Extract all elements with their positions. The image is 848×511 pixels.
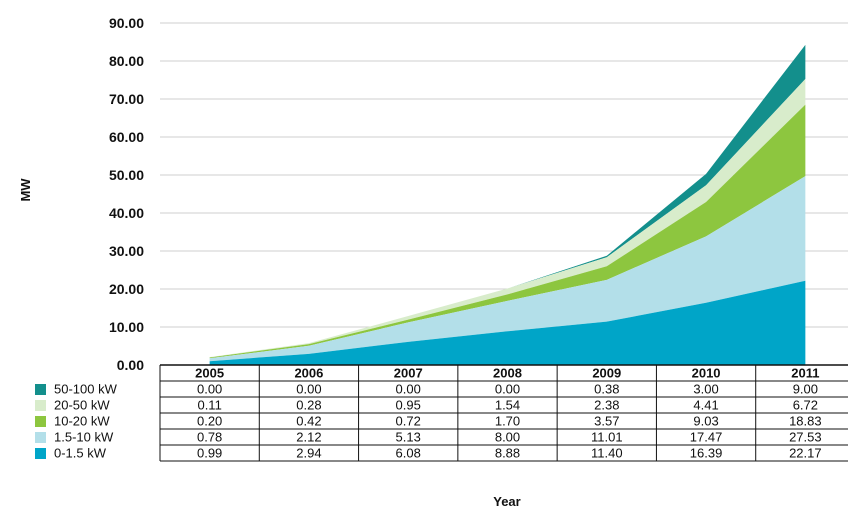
legend-label: 50-100 kW — [54, 382, 118, 397]
data-label: 0.00 — [197, 382, 222, 397]
area-series-10-20-kw — [209, 104, 806, 359]
data-label: 4.41 — [693, 398, 718, 413]
legend-swatch — [35, 384, 46, 395]
data-label: 8.88 — [495, 446, 520, 461]
legend-label: 0-1.5 kW — [54, 446, 107, 461]
y-axis-title: MW — [18, 178, 33, 202]
data-label: 18.83 — [789, 414, 822, 429]
y-tick-label: 10.00 — [109, 319, 144, 335]
data-label: 11.01 — [591, 430, 623, 445]
data-label: 0.78 — [197, 430, 222, 445]
data-label: 9.03 — [693, 414, 718, 429]
legend-label: 20-50 kW — [54, 398, 110, 413]
data-label: 0.00 — [495, 382, 520, 397]
data-table: 2005 2006 2007 2008 2009 2010 2011 50-100 kW 0.0… — [35, 364, 848, 462]
y-tick-label: 70.00 — [109, 91, 144, 107]
data-label: 0.42 — [296, 414, 321, 429]
data-label: 3.57 — [594, 414, 619, 429]
data-label: 6.72 — [793, 398, 818, 413]
legend-swatch — [35, 416, 46, 427]
area-series-1-5-10-kw — [209, 176, 806, 362]
y-tick-label: 80.00 — [109, 53, 144, 69]
data-label: 0.28 — [296, 398, 321, 413]
data-label: 2.38 — [594, 398, 619, 413]
data-label: 0.00 — [296, 382, 321, 397]
data-label: 1.70 — [495, 414, 520, 429]
y-tick-label: 90.00 — [109, 15, 144, 31]
data-label: 8.00 — [495, 430, 520, 445]
data-label: 0.99 — [197, 446, 222, 461]
data-label: 9.00 — [793, 382, 818, 397]
x-tick-label: 2006 — [294, 366, 323, 381]
area-series-0-1-5-kw — [209, 280, 806, 365]
y-tick-label: 0.00 — [117, 357, 144, 373]
data-label: 17.47 — [690, 430, 723, 445]
x-tick-label: 2008 — [493, 366, 522, 381]
legend-swatch — [35, 432, 46, 443]
data-label: 0.00 — [396, 382, 421, 397]
data-label: 6.08 — [396, 446, 421, 461]
y-tick-layer: 0.00 10.00 20.00 30.00 40.00 50.00 60.00 70.00 8… — [109, 15, 144, 373]
y-tick-label: 60.00 — [109, 129, 144, 145]
area-layer — [209, 44, 806, 365]
data-label: 1.54 — [495, 398, 520, 413]
data-label: 0.72 — [396, 414, 421, 429]
data-label: 3.00 — [693, 382, 718, 397]
x-tick-label: 2010 — [692, 366, 721, 381]
data-label: 16.39 — [690, 446, 723, 461]
x-tick-label: 2007 — [394, 366, 423, 381]
y-tick-label: 30.00 — [109, 243, 144, 259]
data-label: 0.11 — [197, 398, 221, 413]
data-label: 0.38 — [594, 382, 619, 397]
y-tick-label: 40.00 — [109, 205, 144, 221]
legend-label: 10-20 kW — [54, 414, 110, 429]
data-label: 2.12 — [296, 430, 321, 445]
x-tick-label: 2011 — [791, 366, 819, 381]
grid-layer — [160, 22, 848, 328]
data-label: 0.20 — [197, 414, 222, 429]
x-axis-title: Year — [493, 494, 520, 509]
data-label: 11.40 — [591, 446, 623, 461]
x-tick-label: 2005 — [195, 366, 224, 381]
x-tick-label: 2009 — [592, 366, 621, 381]
data-label: 22.17 — [789, 446, 822, 461]
data-label: 0.95 — [396, 398, 421, 413]
legend-swatch — [35, 448, 46, 459]
legend-label: 1.5-10 kW — [54, 430, 114, 445]
y-tick-label: 50.00 — [109, 167, 144, 183]
data-label: 5.13 — [396, 430, 421, 445]
data-label: 27.53 — [789, 430, 822, 445]
legend-swatch — [35, 400, 46, 411]
y-tick-label: 20.00 — [109, 281, 144, 297]
data-label: 2.94 — [296, 446, 321, 461]
